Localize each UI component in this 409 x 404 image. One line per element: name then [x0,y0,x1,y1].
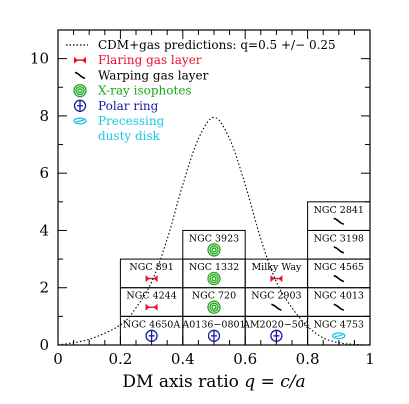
galaxy-name: NGC 4565 [314,262,364,273]
legend-label: X-ray isophotes [98,84,192,98]
polar-icon [73,99,87,112]
galaxy-box: Milky Way [244,258,309,289]
galaxy-name: NGC 4013 [314,291,364,302]
galaxy-box: NGC 1332 [182,258,246,289]
polar-icon [207,329,221,342]
y-tick-label: 4 [39,221,49,239]
galaxy-name: Milky Way [251,262,302,273]
flaring-icon [145,303,158,311]
xray-icon [207,243,221,257]
legend-label: Flaring gas layer [98,53,202,67]
legend-label: Warping gas layer [98,68,209,82]
galaxy-box: NGC 4244 [119,287,184,317]
warping-icon [333,274,345,283]
galaxy-name: NGC 891 [129,262,173,273]
polar-icon [270,329,283,342]
precess-icon [332,332,346,340]
galaxy-box: NGC 2903 [244,287,309,317]
galaxy-box: NGC 720 [182,287,246,317]
x-tick-label: 0 [53,350,63,368]
xray-icon [207,271,221,286]
warping-icon [333,303,345,311]
warping-icon [74,71,86,80]
prediction-curve-layer [57,116,371,346]
galaxy-box: NGC 3198 [307,229,371,260]
x-axis-title-layer: DM axis ratio q = c/a [122,372,305,392]
galaxy-box: NGC 4013 [307,287,371,317]
x-tick-label: 0.6 [233,350,257,368]
y-tick-label: 8 [39,107,49,125]
x-tick-label: 0.4 [171,350,195,368]
x-tick-label: 1 [365,350,375,368]
xray-icon [207,300,221,314]
y-tick-label: 2 [39,279,49,297]
warping-icon [333,217,345,226]
legend-label: CDM+gas predictions: q=0.5 +/− 0.25 [98,38,336,52]
y-tick-label: 10 [30,50,49,68]
galaxy-name: NGC 3923 [189,233,239,244]
xray-icon [73,83,87,98]
warping-icon [333,246,345,254]
galaxy-box: NGC 4565 [307,258,371,289]
prediction-curve [57,116,371,346]
galaxy-box: NGC 2841 [307,201,371,231]
x-axis-title: DM axis ratio q = c/a [122,372,305,392]
legend-item: Flaring gas layer [74,53,202,67]
flaring-icon [270,275,283,283]
legend: CDM+gas predictions: q=0.5 +/− 0.25Flari… [66,38,336,143]
galaxy-box: NGC 3923 [182,229,246,260]
legend-item: dusty disk [98,129,161,143]
galaxy-name: NGC 2841 [314,205,364,216]
galaxy-name: NGC 4753 [314,319,364,330]
galaxy-name: A0136−0801 [181,319,245,330]
legend-item: Precessing [73,114,165,128]
precess-icon [73,117,87,125]
flaring-icon [145,275,158,283]
galaxy-name: NGC 4244 [126,291,176,302]
galaxy-box: NGC 891 [119,258,184,289]
x-tick-label: 0.8 [296,350,320,368]
x-tick-label: 0.2 [108,350,132,368]
galaxy-boxes: NGC 4650A NGC 4244 NGC 891 A0136−0801 NGC 72… [119,201,371,346]
legend-label: Polar ring [98,99,159,113]
legend-label: dusty disk [98,129,161,143]
galaxy-name: NGC 720 [192,291,236,302]
legend-item: CDM+gas predictions: q=0.5 +/− 0.25 [66,38,336,52]
galaxy-name: NGC 1332 [189,262,239,273]
legend-item: Warping gas layer [74,68,209,82]
y-tick-label: 6 [39,164,49,182]
galaxy-name: NGC 2903 [251,291,301,302]
legend-label: Precessing [98,114,165,128]
flaring-icon [74,56,86,64]
galaxy-name: AM2020−504 [242,319,310,330]
legend-item: Polar ring [73,99,159,113]
galaxy-name: NGC 3198 [314,233,364,244]
y-tick-label: 0 [39,336,49,354]
galaxy-box-frame [182,229,246,260]
polar-icon [145,329,158,342]
warping-icon [271,303,282,311]
legend-item: X-ray isophotes [73,83,192,98]
galaxy-name: NGC 4650A [123,319,180,330]
